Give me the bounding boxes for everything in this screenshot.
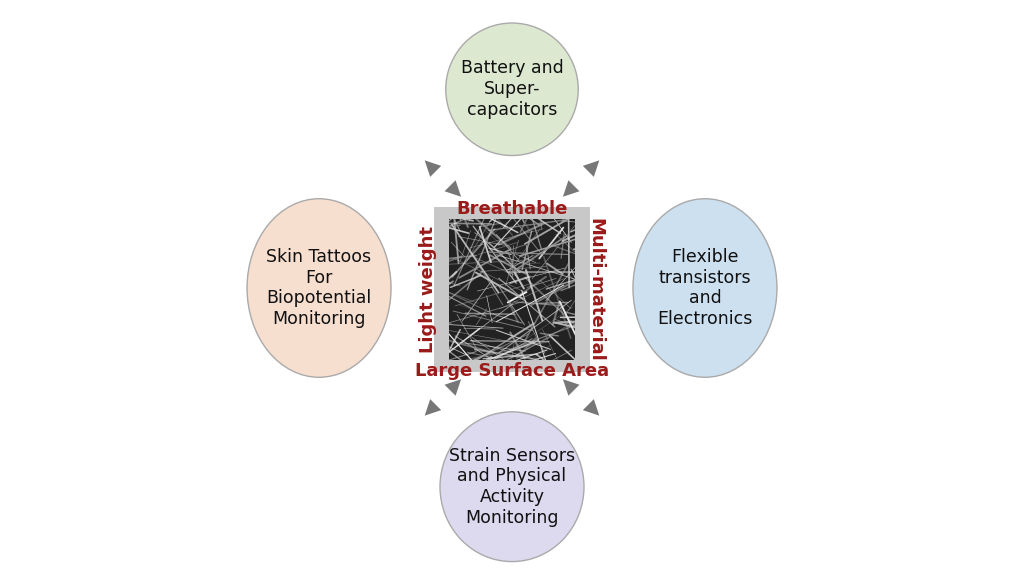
Text: Flexible
transistors
and
Electronics: Flexible transistors and Electronics — [657, 248, 753, 328]
Text: Light weight: Light weight — [420, 226, 437, 353]
Ellipse shape — [440, 412, 584, 562]
Text: Battery and
Super-
capacitors: Battery and Super- capacitors — [461, 59, 563, 119]
Ellipse shape — [445, 23, 579, 156]
Text: Strain Sensors
and Physical
Activity
Monitoring: Strain Sensors and Physical Activity Mon… — [449, 446, 575, 527]
Text: Skin Tattoos
For
Biopotential
Monitoring: Skin Tattoos For Biopotential Monitoring — [266, 248, 372, 328]
Bar — [449, 219, 575, 360]
Text: Multi-material: Multi-material — [587, 218, 604, 362]
Bar — [434, 207, 590, 372]
Text: Large Surface Area: Large Surface Area — [415, 362, 609, 380]
Text: Breathable: Breathable — [457, 199, 567, 218]
Ellipse shape — [247, 199, 391, 377]
Ellipse shape — [633, 199, 777, 377]
